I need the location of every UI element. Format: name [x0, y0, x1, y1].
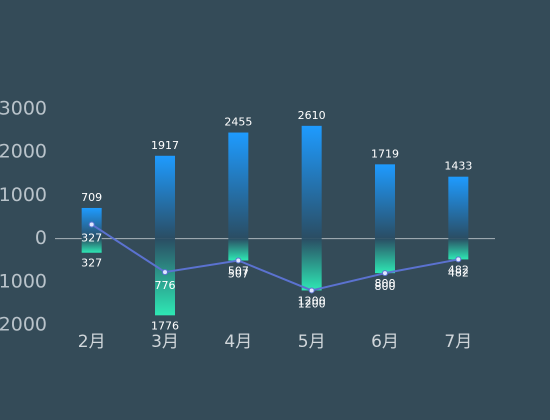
x-tick-label: 4月 — [224, 332, 252, 352]
value-label: 327 — [81, 257, 102, 270]
y-tick-label: 3000 — [0, 98, 47, 120]
line-point — [88, 221, 95, 228]
x-tick-label: 5月 — [298, 332, 326, 352]
y-tick-label: 1000 — [0, 184, 47, 206]
value-label: 1917 — [151, 139, 179, 152]
value-label: 800 — [375, 280, 396, 293]
y-tick-label: 2000 — [0, 141, 47, 163]
bar — [448, 238, 469, 260]
value-label: 1200 — [298, 294, 326, 307]
value-label: 2455 — [224, 116, 252, 129]
value-label: 507 — [228, 265, 249, 278]
bar — [375, 238, 395, 274]
line-point — [455, 256, 462, 263]
bar — [301, 238, 322, 291]
value-label: 776 — [155, 279, 176, 292]
bar — [155, 238, 175, 316]
value-label: 2610 — [298, 109, 326, 122]
line — [91, 223, 459, 292]
y-tick-label: 2000 — [0, 314, 47, 336]
bar — [301, 125, 322, 239]
bar — [81, 238, 102, 253]
y-tick-label: 0 — [35, 227, 47, 249]
value-label: 1719 — [371, 147, 399, 160]
x-tick-label: 2月 — [78, 332, 106, 352]
bar — [155, 155, 175, 239]
line-point — [162, 269, 168, 276]
value-label: 709 — [81, 191, 102, 204]
line-point — [382, 270, 388, 277]
value-label: 1200 — [298, 297, 326, 310]
value-label: 1776 — [151, 319, 179, 332]
value-label: 482 — [448, 266, 469, 279]
bar — [448, 176, 469, 239]
value-label: 800 — [375, 277, 396, 290]
x-tick-label: 6月 — [371, 332, 399, 352]
bar — [228, 238, 249, 261]
value-label: 507 — [228, 268, 249, 281]
y-tick-label: 1000 — [0, 270, 47, 292]
line-point — [308, 287, 315, 294]
value-label: 482 — [448, 263, 469, 276]
x-tick-label: 3月 — [151, 332, 179, 352]
value-label: 327 — [81, 231, 102, 244]
bar — [375, 164, 395, 239]
bar — [228, 132, 249, 239]
line-point — [235, 257, 242, 264]
x-tick-label: 7月 — [444, 332, 472, 352]
value-label: 1433 — [444, 160, 472, 173]
